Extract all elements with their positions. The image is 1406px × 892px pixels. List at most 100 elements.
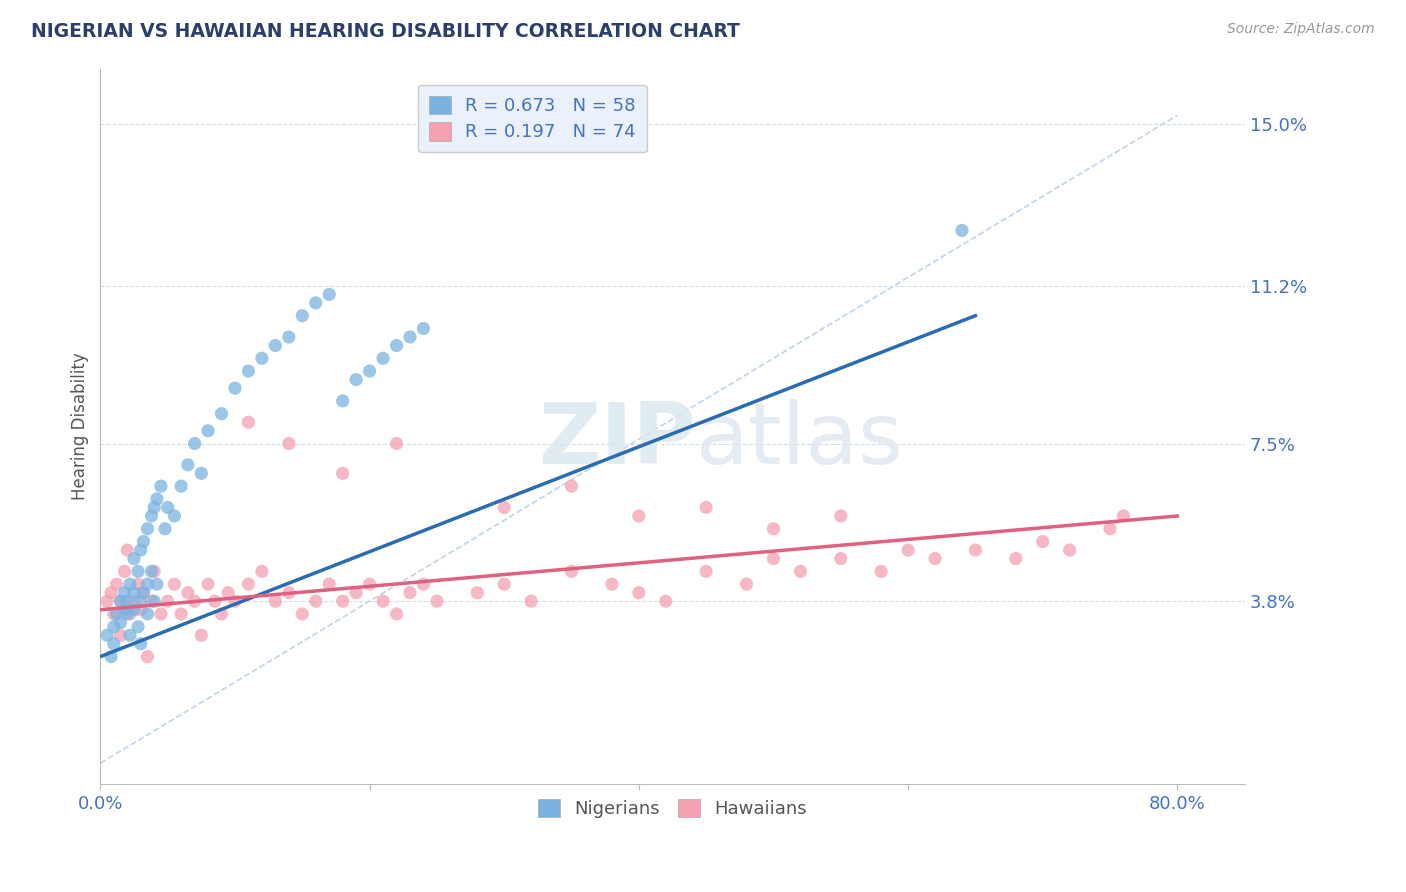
Point: [305, 296, 328, 310]
Point: [627, 585, 650, 599]
Point: [127, 577, 149, 591]
Point: [110, 594, 132, 608]
Point: [105, 607, 128, 621]
Y-axis label: Hearing Disability: Hearing Disability: [72, 352, 89, 500]
Point: [132, 585, 155, 599]
Point: [127, 620, 149, 634]
Point: [103, 620, 125, 634]
Point: [318, 287, 340, 301]
Point: [897, 543, 920, 558]
Point: [117, 543, 139, 558]
Point: [238, 415, 260, 429]
Point: [950, 223, 973, 237]
Point: [965, 543, 987, 558]
Point: [1098, 522, 1121, 536]
Point: [371, 351, 394, 366]
Point: [118, 628, 141, 642]
Point: [141, 508, 163, 523]
Point: [163, 577, 186, 591]
Point: [291, 309, 314, 323]
Point: [830, 551, 852, 566]
Point: [494, 500, 516, 515]
Point: [560, 565, 582, 579]
Point: [1059, 543, 1081, 558]
Point: [156, 500, 179, 515]
Point: [190, 628, 212, 642]
Point: [224, 381, 246, 395]
Point: [385, 607, 408, 621]
Point: [627, 508, 650, 523]
Point: [426, 594, 449, 608]
Point: [129, 603, 152, 617]
Point: [190, 467, 212, 481]
Point: [830, 508, 852, 523]
Point: [264, 338, 287, 352]
Point: [412, 321, 434, 335]
Point: [277, 585, 299, 599]
Point: [250, 351, 273, 366]
Point: [238, 364, 260, 378]
Point: [110, 594, 132, 608]
Point: [136, 577, 159, 591]
Point: [136, 649, 159, 664]
Point: [332, 467, 354, 481]
Point: [399, 585, 422, 599]
Point: [305, 594, 328, 608]
Point: [385, 436, 408, 450]
Point: [520, 594, 543, 608]
Point: [153, 522, 176, 536]
Point: [183, 594, 205, 608]
Point: [332, 393, 354, 408]
Point: [695, 500, 717, 515]
Point: [224, 594, 246, 608]
Point: [132, 534, 155, 549]
Point: [117, 594, 139, 608]
Point: [177, 585, 200, 599]
Point: [122, 551, 145, 566]
Text: ZIP: ZIP: [537, 400, 696, 483]
Point: [170, 479, 193, 493]
Legend: Nigerians, Hawaiians: Nigerians, Hawaiians: [531, 792, 814, 825]
Point: [114, 603, 136, 617]
Point: [114, 565, 136, 579]
Point: [399, 330, 422, 344]
Point: [100, 585, 122, 599]
Point: [762, 522, 785, 536]
Point: [204, 594, 226, 608]
Point: [655, 594, 678, 608]
Point: [344, 585, 367, 599]
Point: [110, 628, 132, 642]
Point: [105, 577, 128, 591]
Point: [197, 424, 219, 438]
Point: [560, 479, 582, 493]
Point: [156, 594, 179, 608]
Point: [141, 565, 163, 579]
Point: [762, 551, 785, 566]
Point: [332, 594, 354, 608]
Point: [177, 458, 200, 472]
Text: Source: ZipAtlas.com: Source: ZipAtlas.com: [1227, 22, 1375, 37]
Point: [924, 551, 946, 566]
Point: [136, 522, 159, 536]
Point: [146, 491, 169, 506]
Point: [132, 585, 155, 599]
Point: [149, 479, 172, 493]
Point: [143, 565, 166, 579]
Point: [494, 577, 516, 591]
Point: [96, 594, 118, 608]
Point: [117, 607, 139, 621]
Point: [170, 607, 193, 621]
Point: [277, 436, 299, 450]
Point: [344, 373, 367, 387]
Point: [359, 577, 381, 591]
Point: [211, 607, 233, 621]
Point: [250, 565, 273, 579]
Point: [141, 594, 163, 608]
Point: [600, 577, 623, 591]
Point: [122, 594, 145, 608]
Point: [211, 407, 233, 421]
Point: [1032, 534, 1054, 549]
Point: [136, 607, 159, 621]
Point: [1004, 551, 1026, 566]
Point: [129, 637, 152, 651]
